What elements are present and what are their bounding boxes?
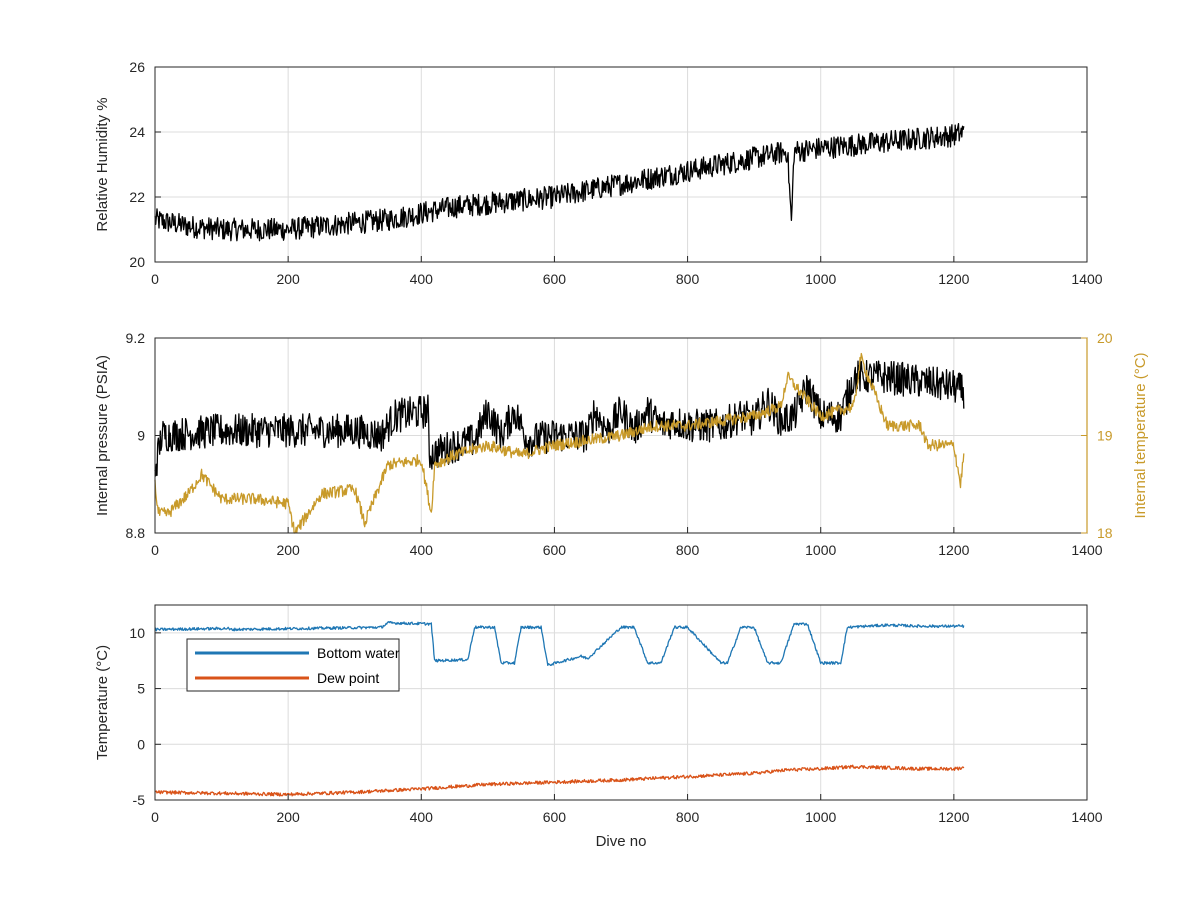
legend: Bottom water Dew point xyxy=(186,638,400,692)
legend-box xyxy=(186,638,400,692)
humidity-x-tick-label: 800 xyxy=(676,271,700,287)
humidity-x-tick-label: 600 xyxy=(543,271,567,287)
pressure-y-axis-label: Internal pressure (PSIA) xyxy=(94,355,111,516)
humidity-x-tick-label: 1400 xyxy=(1071,271,1102,287)
temperature-dew-point-line xyxy=(154,764,965,797)
temperature-y-axis-label: Temperature (°C) xyxy=(94,645,111,760)
pressure-x-tick-label: 1200 xyxy=(938,542,969,558)
temperature-x-tick-label: 1200 xyxy=(938,809,969,825)
humidity-panel: 0 200 400 600 800 1000 1200 1400 20 22 24 26 Relati… xyxy=(94,59,1103,287)
humidity-x-tick-label: 1000 xyxy=(805,271,836,287)
pressure-y-tick-label: 9.2 xyxy=(126,330,146,346)
humidity-x-tick-label: 200 xyxy=(276,271,300,287)
temperature-y-tick-label: -5 xyxy=(133,792,146,808)
temperature-y-tick-label: 0 xyxy=(137,736,145,752)
internal-temperature-y-axis-label: Internal temperature (°C) xyxy=(1132,352,1149,518)
humidity-series-0-line xyxy=(154,122,965,242)
pressure-series-0-line xyxy=(154,360,965,477)
temperature-x-tick-label: 400 xyxy=(410,809,434,825)
humidity-x-tick-label: 0 xyxy=(151,271,159,287)
humidity-x-tick-label: 400 xyxy=(410,271,434,287)
pressure-x-tick-label: 400 xyxy=(410,542,434,558)
pressure-y-tick-label: 9 xyxy=(137,428,145,444)
temperature-x-tick-label: 200 xyxy=(276,809,300,825)
pressure-y-tick-label: 8.8 xyxy=(126,525,146,541)
temperature-x-tick-label: 1000 xyxy=(805,809,836,825)
temperature-x-tick-label: 1400 xyxy=(1071,809,1102,825)
pressure-x-tick-label: 600 xyxy=(543,542,567,558)
pressure-series-1-line xyxy=(154,352,965,534)
temperature-plot-frame xyxy=(154,604,1088,801)
humidity-y-tick-label: 20 xyxy=(129,254,145,270)
pressure-x-tick-label: 1400 xyxy=(1071,542,1102,558)
pressure-right-y-tick-label: 20 xyxy=(1097,330,1113,346)
temperature-x-tick-label: 600 xyxy=(543,809,567,825)
pressure-temperature-panel: 0 200 400 600 800 1000 1200 1400 8.8 9 9.2 18 19 20 I… xyxy=(94,330,1149,558)
humidity-x-tick-label: 1200 xyxy=(938,271,969,287)
humidity-y-tick-label: 22 xyxy=(129,189,145,205)
temperature-bottom-water-line xyxy=(154,621,965,667)
temperature-y-tick-label: 10 xyxy=(129,625,145,641)
pressure-x-tick-label: 0 xyxy=(151,542,159,558)
legend-label-dew-point: Dew point xyxy=(317,670,379,686)
temperature-y-tick-label: 5 xyxy=(137,681,145,697)
humidity-y-axis-label: Relative Humidity % xyxy=(94,97,111,231)
temperature-x-tick-label: 800 xyxy=(676,809,700,825)
pressure-x-tick-label: 800 xyxy=(676,542,700,558)
legend-label-bottom-water: Bottom water xyxy=(317,645,400,661)
pressure-x-tick-label: 200 xyxy=(276,542,300,558)
pressure-x-tick-label: 1000 xyxy=(805,542,836,558)
humidity-plot-frame xyxy=(154,66,1088,263)
humidity-y-tick-label: 26 xyxy=(129,59,145,75)
pressure-right-y-tick-label: 19 xyxy=(1097,428,1113,444)
temperature-panel: 0 200 400 600 800 1000 1200 1400 -5 0 5 10 Temperat… xyxy=(94,604,1103,850)
humidity-y-tick-label: 24 xyxy=(129,124,145,140)
x-axis-label: Dive no xyxy=(596,833,647,850)
temperature-x-tick-label: 0 xyxy=(151,809,159,825)
pressure-right-y-tick-label: 18 xyxy=(1097,525,1113,541)
